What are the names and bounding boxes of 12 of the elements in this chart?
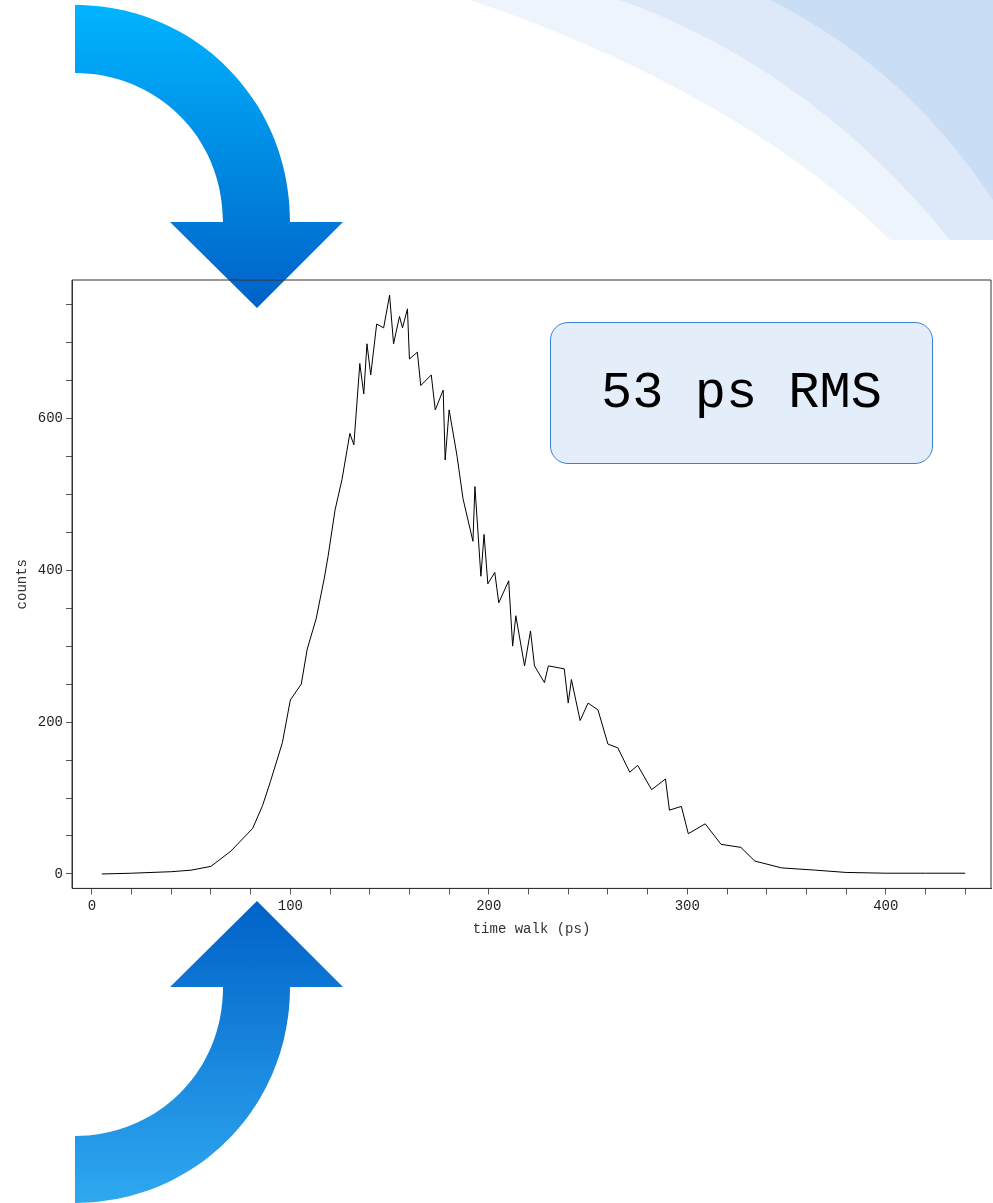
y-tick-label: 0 xyxy=(54,865,63,882)
x-tick-label: 400 xyxy=(873,897,899,914)
x-axis-title: time walk (ps) xyxy=(472,921,591,938)
annotation: 53 ps RMS xyxy=(550,322,933,464)
y-tick-label: 200 xyxy=(37,713,63,730)
x-tick-label: 0 xyxy=(87,897,97,914)
x-tick-label: 100 xyxy=(277,897,303,914)
x-tick-label: 300 xyxy=(674,897,700,914)
x-tick-label: 200 xyxy=(476,897,502,914)
y-axis-title: counts xyxy=(14,558,31,610)
y-tick-label: 600 xyxy=(37,409,63,426)
y-tick-label: 400 xyxy=(37,561,63,578)
